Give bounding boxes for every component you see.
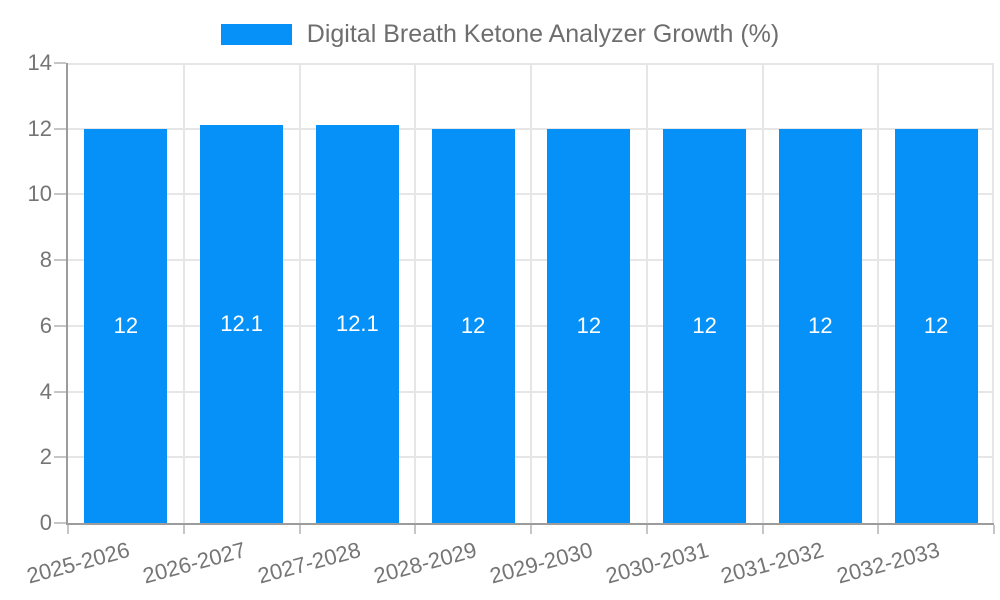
- gridline-vertical: [877, 63, 880, 523]
- gridline-vertical: [761, 63, 764, 523]
- bar[interactable]: 12: [547, 128, 631, 523]
- plot-border-right: [992, 63, 994, 523]
- y-axis-tick: [54, 324, 66, 327]
- y-axis-tick: [54, 456, 66, 459]
- y-axis-tick-label: 2: [39, 444, 52, 470]
- gridline-vertical: [182, 63, 185, 523]
- x-axis-tick: [645, 525, 648, 534]
- bar[interactable]: 12.1: [315, 125, 399, 523]
- x-axis-tick: [298, 525, 301, 534]
- bar[interactable]: 12: [894, 128, 978, 523]
- x-axis-tick: [182, 525, 185, 534]
- plot-area: 0 2 4 6 8 10 12 14 12 12.1 12.1 12 12 12 12 12 2025-2026…: [24, 51, 995, 588]
- bar-value-label: 12: [113, 312, 139, 338]
- gridline-vertical: [298, 63, 301, 523]
- legend-swatch: [220, 24, 292, 45]
- y-axis-tick: [54, 62, 66, 64]
- x-axis-tick: [530, 525, 532, 534]
- x-axis-tick: [993, 525, 995, 534]
- gridline-vertical: [414, 63, 417, 523]
- x-axis-tick: [877, 525, 880, 534]
- y-axis-tick: [54, 259, 66, 262]
- bar-value-label: 12: [460, 312, 486, 338]
- legend[interactable]: Digital Breath Ketone Analyzer Growth (%…: [0, 20, 1000, 49]
- y-axis-line: [66, 63, 68, 523]
- bar-value-label: 12: [808, 312, 833, 338]
- y-axis-tick-label: 10: [27, 181, 52, 207]
- x-axis-tick: [67, 525, 69, 534]
- y-axis-tick-label: 14: [27, 50, 52, 75]
- y-axis-tick: [54, 193, 66, 196]
- y-axis-tick-label: 8: [39, 247, 52, 273]
- y-axis-tick-label: 0: [39, 510, 52, 535]
- gridline-vertical: [645, 63, 648, 523]
- y-axis-tick-label: 12: [27, 115, 52, 141]
- bar-value-label: 12: [692, 312, 717, 338]
- bar[interactable]: 12: [84, 128, 168, 523]
- x-axis-tick: [761, 525, 764, 534]
- y-axis-tick: [54, 127, 66, 130]
- bar[interactable]: 12: [663, 128, 747, 523]
- bar-value-label: 12.1: [220, 311, 264, 337]
- y-axis-tick-label: 6: [39, 312, 52, 338]
- bar[interactable]: 12: [778, 128, 862, 523]
- y-axis-tick: [54, 522, 66, 524]
- x-axis-tick: [414, 525, 417, 534]
- chart-title: Digital Breath Ketone Analyzer Growth (%…: [306, 20, 780, 48]
- bar[interactable]: 12: [431, 128, 515, 523]
- gridline-vertical: [530, 63, 532, 523]
- y-axis-tick-label: 4: [39, 378, 52, 404]
- bar-value-label: 12.1: [335, 311, 379, 337]
- bar[interactable]: 12.1: [200, 125, 284, 523]
- bar-value-label: 12: [923, 312, 949, 338]
- bar-value-label: 12: [576, 312, 602, 338]
- x-axis-line: [66, 523, 994, 525]
- y-axis-tick: [54, 390, 66, 393]
